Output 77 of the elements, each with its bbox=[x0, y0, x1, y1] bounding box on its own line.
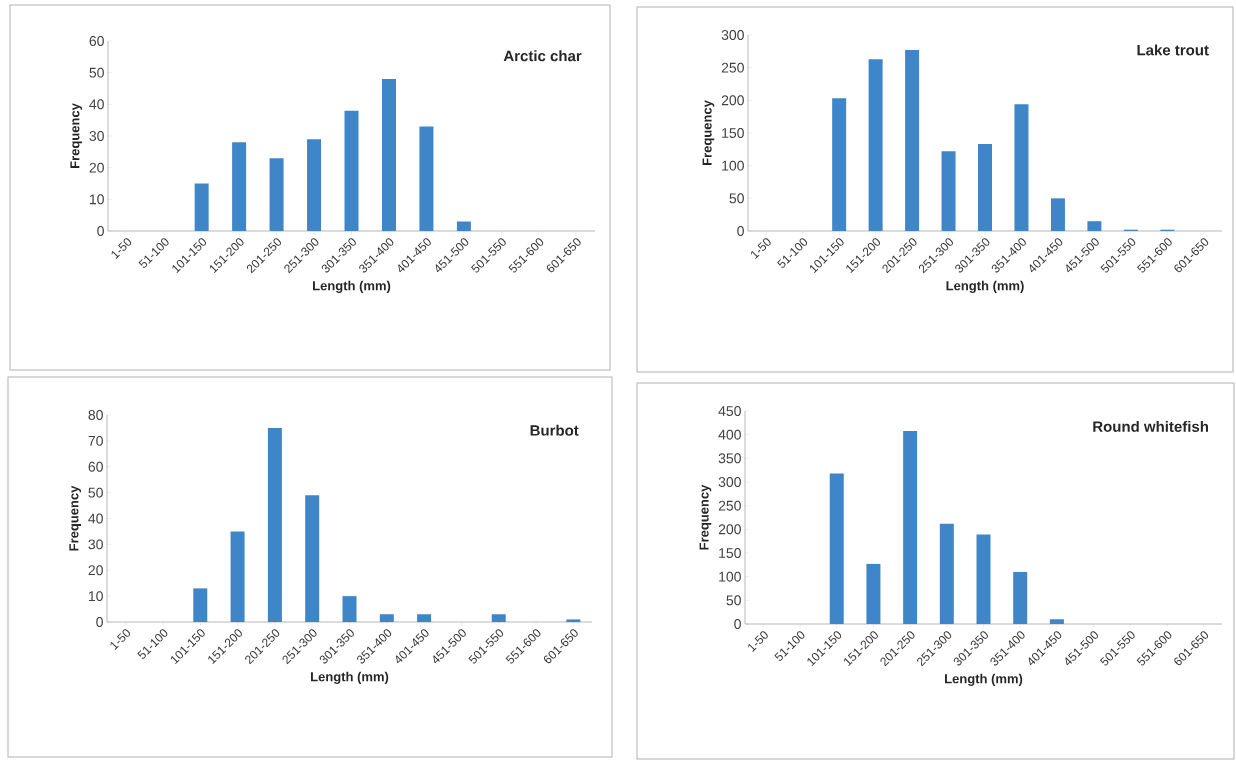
y-tick-label: 250 bbox=[721, 62, 744, 73]
y-tick-label: 40 bbox=[89, 99, 104, 110]
y-tick-label: 0 bbox=[734, 619, 741, 629]
bar bbox=[305, 495, 320, 622]
y-tick-label: 20 bbox=[89, 162, 104, 173]
bar bbox=[976, 534, 991, 624]
y-axis-title: Frequency bbox=[699, 484, 712, 550]
x-axis-title: Length (mm) bbox=[311, 671, 389, 684]
text: Round whitefish bbox=[1093, 420, 1209, 432]
chart-title: Lake trout bbox=[1137, 44, 1209, 56]
bar bbox=[829, 473, 844, 624]
bar bbox=[307, 139, 322, 231]
y-tick-label: 100 bbox=[719, 571, 741, 582]
y-tick-label: 10 bbox=[89, 194, 104, 205]
y-tick-label: 20 bbox=[88, 565, 103, 576]
y-tick-label: 200 bbox=[718, 524, 741, 535]
bar bbox=[1087, 221, 1102, 231]
bar bbox=[868, 59, 883, 231]
bar bbox=[379, 614, 394, 622]
y-tick-label: 60 bbox=[89, 36, 104, 46]
y-tick-label: 300 bbox=[721, 30, 744, 40]
bar bbox=[491, 614, 506, 622]
bar bbox=[193, 588, 208, 622]
bar bbox=[419, 126, 434, 231]
chart-title: Arctic char bbox=[503, 50, 582, 62]
y-tick-label: 70 bbox=[88, 435, 103, 446]
bar bbox=[939, 523, 954, 624]
y-axis-title: Frequency bbox=[70, 103, 83, 168]
bar bbox=[456, 221, 471, 231]
bar bbox=[866, 563, 881, 624]
bar bbox=[905, 50, 920, 231]
bar bbox=[941, 151, 956, 231]
bar bbox=[832, 98, 847, 231]
x-axis-title: Length (mm) bbox=[946, 280, 1024, 293]
y-axis-title: Frequency bbox=[69, 485, 82, 551]
bar bbox=[267, 427, 282, 622]
bar bbox=[381, 78, 396, 231]
bar bbox=[1050, 198, 1065, 231]
bar bbox=[566, 619, 581, 622]
bar bbox=[230, 531, 245, 622]
y-tick-label: 0 bbox=[737, 226, 744, 236]
y-tick-label: 250 bbox=[718, 500, 741, 511]
y-tick-label: 50 bbox=[88, 487, 103, 498]
y-tick-label: 0 bbox=[97, 226, 104, 236]
bar bbox=[1049, 619, 1064, 624]
x-axis-title: Length (mm) bbox=[313, 280, 391, 293]
y-tick-label: 100 bbox=[722, 160, 744, 171]
y-tick-label: 400 bbox=[718, 429, 741, 440]
y-tick-label: 80 bbox=[88, 410, 103, 420]
y-tick-label: 50 bbox=[89, 67, 104, 78]
y-tick-label: 40 bbox=[88, 513, 103, 524]
bar bbox=[417, 614, 432, 622]
y-tick-label: 50 bbox=[729, 193, 744, 204]
bar bbox=[269, 158, 284, 231]
bar bbox=[1013, 571, 1028, 624]
y-tick-label: 150 bbox=[722, 128, 744, 138]
y-tick-label: 50 bbox=[726, 595, 741, 606]
text: Burbot bbox=[530, 424, 579, 436]
x-axis-title: Length (mm) bbox=[945, 673, 1023, 686]
y-tick-label: 350 bbox=[718, 453, 741, 464]
y-axis-title: Frequency bbox=[702, 100, 715, 166]
bar bbox=[344, 110, 359, 231]
bar bbox=[903, 430, 918, 624]
y-tick-label: 30 bbox=[88, 539, 103, 550]
y-tick-label: 10 bbox=[88, 591, 103, 602]
y-tick-label: 30 bbox=[89, 131, 104, 141]
bar bbox=[1014, 104, 1029, 231]
y-tick-label: 60 bbox=[88, 461, 103, 472]
y-tick-label: 300 bbox=[718, 477, 741, 487]
y-tick-label: 0 bbox=[96, 617, 103, 627]
y-tick-label: 200 bbox=[721, 95, 744, 106]
y-tick-label: 450 bbox=[718, 406, 741, 416]
bar bbox=[232, 142, 247, 231]
bar bbox=[342, 596, 357, 622]
y-tick-label: 150 bbox=[719, 548, 741, 558]
bar bbox=[978, 144, 993, 231]
bar bbox=[194, 183, 209, 231]
